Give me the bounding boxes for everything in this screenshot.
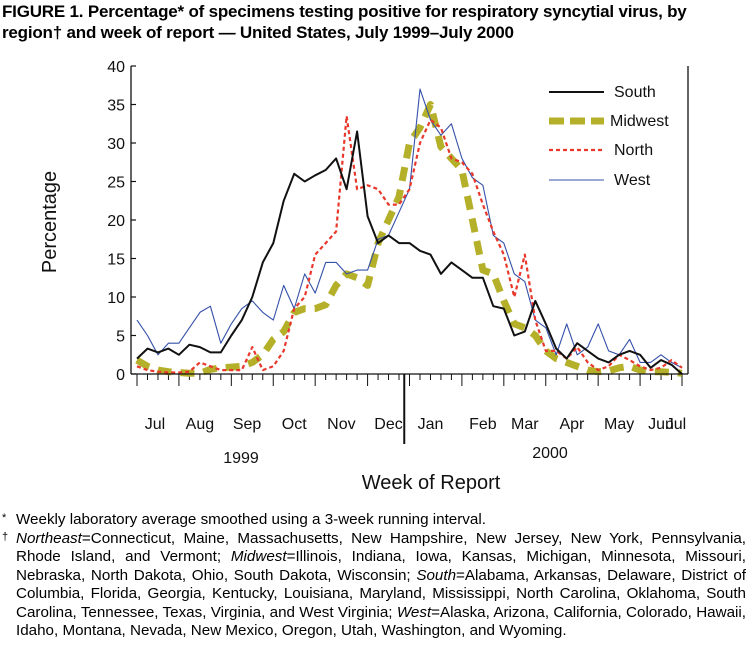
y-axis-title: Percentage bbox=[39, 171, 61, 273]
footnote-text: Northeast=Connecticut, Maine, Massachuse… bbox=[16, 530, 746, 641]
region-northeast-states: =Connecticut, Maine, Massachusetts, New … bbox=[16, 529, 746, 566]
rsv-line-chart: 0 5 10 15 20 25 30 35 40 Jul Aug Sep Oct Nov Dec Jan Fe… bbox=[39, 59, 689, 494]
series-line-south bbox=[136, 130, 683, 375]
x-month-label: Jul bbox=[666, 416, 686, 433]
y-tick-label: 5 bbox=[116, 329, 125, 346]
figure-title: FIGURE 1. Percentage* of specimens testi… bbox=[2, 2, 687, 42]
x-year-label: 2000 bbox=[532, 445, 568, 462]
x-month-label: Jun bbox=[648, 416, 674, 433]
footnote-regions: † Northeast=Connecticut, Maine, Massachu… bbox=[2, 530, 746, 641]
x-month-label: Oct bbox=[282, 416, 307, 433]
legend-label-midwest: Midwest bbox=[610, 113, 669, 130]
series-line-midwest bbox=[135, 101, 683, 377]
region-northeast-term: Northeast bbox=[16, 529, 82, 547]
x-axis-ticks: Jul Aug Sep Oct Nov Dec Jan Feb Mar Apr May JunJul1… bbox=[136, 374, 686, 467]
y-tick-label: 10 bbox=[107, 290, 125, 307]
series-line-north bbox=[136, 114, 683, 374]
region-south-states: =Alabama, Arkansas, Delaware, District o… bbox=[16, 566, 746, 621]
region-west-term: West bbox=[396, 603, 432, 621]
x-month-label: Sep bbox=[233, 416, 262, 433]
footnote-text: Weekly laboratory average smoothed using… bbox=[16, 511, 486, 528]
y-tick-label: 20 bbox=[107, 213, 125, 230]
x-month-label: Aug bbox=[186, 416, 214, 433]
y-tick-label: 30 bbox=[107, 136, 125, 153]
x-month-label: Jan bbox=[418, 416, 444, 433]
footnote-mark: * bbox=[2, 512, 7, 524]
x-year-label: 1999 bbox=[223, 450, 259, 467]
x-month-label: May bbox=[604, 416, 634, 433]
y-tick-label: 15 bbox=[107, 252, 125, 269]
footnote-mark: † bbox=[2, 530, 9, 543]
legend: South Midwest North West bbox=[549, 84, 669, 189]
x-month-label: Apr bbox=[559, 416, 585, 433]
x-month-label: Nov bbox=[327, 416, 355, 433]
x-month-label: Mar bbox=[511, 416, 539, 433]
y-axis-ticks: 0 5 10 15 20 25 30 35 40 bbox=[107, 59, 136, 384]
legend-label-west: West bbox=[614, 172, 651, 189]
x-month-label: Dec bbox=[374, 416, 402, 433]
y-tick-label: 35 bbox=[107, 98, 125, 115]
region-south-term: South bbox=[416, 566, 457, 584]
x-axis-title: Week of Report bbox=[362, 472, 501, 494]
series-line-west bbox=[136, 88, 683, 369]
legend-label-south: South bbox=[614, 84, 656, 101]
region-midwest-states: =Illinois, Indiana, Iowa, Kansas, Michig… bbox=[16, 548, 747, 584]
region-midwest-term: Midwest bbox=[230, 548, 287, 565]
plot-frame bbox=[130, 66, 689, 375]
y-tick-label: 40 bbox=[107, 59, 125, 76]
footnote-smoothing: * Weekly laboratory average smoothed usi… bbox=[2, 511, 746, 530]
y-tick-label: 0 bbox=[116, 367, 125, 384]
x-month-label: Feb bbox=[469, 416, 497, 433]
y-tick-label: 25 bbox=[107, 175, 125, 192]
x-month-label: Jul bbox=[145, 416, 165, 433]
region-west-states: =Alaska, Arizona, California, Colorado, … bbox=[16, 603, 746, 640]
footnotes: * Weekly laboratory average smoothed usi… bbox=[2, 511, 746, 641]
series-layer bbox=[135, 88, 683, 377]
legend-label-north: North bbox=[614, 142, 653, 159]
